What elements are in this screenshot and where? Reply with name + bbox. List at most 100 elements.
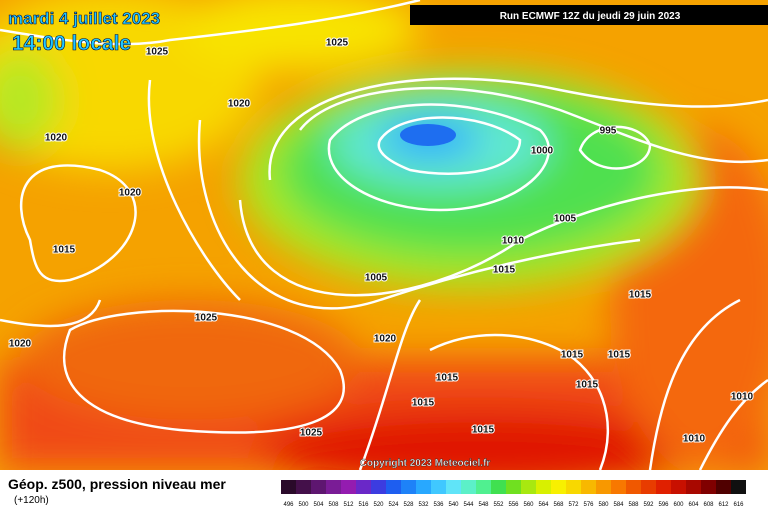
footer-subtitle: (+120h) <box>14 495 49 506</box>
map-field <box>0 0 768 490</box>
isobar-labels: 1025 1025 1020 1020 1020 1015 1025 1020 1020 1000… <box>8 37 755 446</box>
isobar-label: 1020 <box>374 334 397 345</box>
isobar-label: 1020 <box>9 339 32 350</box>
legend-label: 532 <box>418 502 429 508</box>
isobar-label: 1015 <box>561 350 584 361</box>
isobar-label: 1020 <box>119 188 142 199</box>
legend-swatch <box>731 480 746 494</box>
isobar-label: 1015 <box>576 380 599 391</box>
legend-label: 548 <box>478 502 489 508</box>
isobar-label: 1025 <box>300 428 323 439</box>
legend-label: 592 <box>643 502 654 508</box>
legend-swatch <box>476 480 491 494</box>
isobar-label: 1010 <box>683 434 706 445</box>
legend-label: 500 <box>298 502 309 508</box>
legend-swatch <box>581 480 596 494</box>
legend-swatch <box>416 480 431 494</box>
legend-swatch <box>326 480 341 494</box>
legend-swatch <box>641 480 656 494</box>
legend-swatch <box>626 480 641 494</box>
legend-swatch <box>386 480 401 494</box>
legend-label: 536 <box>433 502 444 508</box>
legend-label: 516 <box>358 502 369 508</box>
legend-swatch <box>566 480 581 494</box>
legend-label: 608 <box>703 502 714 508</box>
isobar-label: 1000 <box>531 146 554 157</box>
legend-swatch <box>551 480 566 494</box>
isobar-label: 1015 <box>493 265 516 276</box>
copyright: Copyright 2023 Meteociel.fr <box>360 458 491 469</box>
legend-label: 540 <box>448 502 459 508</box>
isobars <box>0 0 768 471</box>
legend-swatch <box>671 480 686 494</box>
legend-label: 496 <box>283 502 294 508</box>
footer-title: Géop. z500, pression niveau mer <box>8 476 226 492</box>
legend-label: 580 <box>598 502 609 508</box>
legend-label: 612 <box>718 502 729 508</box>
legend-label: 552 <box>493 502 504 508</box>
isobar-label: 995 <box>600 126 617 137</box>
isobar-label: 1015 <box>53 245 76 256</box>
legend-label: 596 <box>658 502 669 508</box>
isobar-label: 1015 <box>436 373 459 384</box>
time-title: 14:00 locale <box>12 32 131 55</box>
legend-label: 568 <box>553 502 564 508</box>
isobar-label: 1015 <box>629 290 652 301</box>
legend-swatch <box>446 480 461 494</box>
legend-label: 588 <box>628 502 639 508</box>
run-info: Run ECMWF 12Z du jeudi 29 juin 2023 <box>500 11 681 22</box>
legend-label: 576 <box>583 502 594 508</box>
legend-swatch <box>656 480 671 494</box>
legend-label: 524 <box>388 502 399 508</box>
legend-swatch <box>281 480 296 494</box>
isobar-label: 1005 <box>554 214 577 225</box>
legend-label: 604 <box>688 502 699 508</box>
color-legend: 496 500 504 508 512 516 520 524 528 532 536 540 544 5… <box>281 480 746 508</box>
legend-swatch <box>506 480 521 494</box>
legend-swatch <box>431 480 446 494</box>
legend-swatch <box>716 480 731 494</box>
isobar-label: 1010 <box>731 392 754 403</box>
legend-swatch <box>311 480 326 494</box>
legend-swatch <box>341 480 356 494</box>
legend-swatch <box>371 480 386 494</box>
legend-swatch <box>356 480 371 494</box>
legend-label: 572 <box>568 502 579 508</box>
isobar-label: 1005 <box>365 273 388 284</box>
legend-label: 512 <box>343 502 354 508</box>
legend-swatch <box>611 480 626 494</box>
isobar-label: 1025 <box>326 38 349 49</box>
legend-label: 520 <box>373 502 384 508</box>
isobar-label: 1015 <box>412 398 435 409</box>
legend-label: 600 <box>673 502 684 508</box>
legend-label: 564 <box>538 502 549 508</box>
legend-swatch <box>461 480 476 494</box>
legend-swatch <box>491 480 506 494</box>
legend-label: 528 <box>403 502 414 508</box>
isobar-label: 1010 <box>502 236 525 247</box>
legend-swatch <box>536 480 551 494</box>
legend-label: 616 <box>733 502 744 508</box>
legend-label: 560 <box>523 502 534 508</box>
legend-label: 544 <box>463 502 474 508</box>
legend-label: 504 <box>313 502 324 508</box>
legend-swatch <box>686 480 701 494</box>
isobar-label: 1020 <box>45 133 68 144</box>
isobar-label: 1025 <box>146 47 169 58</box>
isobar-label: 1025 <box>195 313 218 324</box>
isobar-label: 1015 <box>472 425 495 436</box>
isobar-label: 1020 <box>228 99 251 110</box>
legend-label: 584 <box>613 502 624 508</box>
legend-label: 508 <box>328 502 339 508</box>
legend-swatch <box>296 480 311 494</box>
legend-swatch <box>401 480 416 494</box>
legend-swatch <box>596 480 611 494</box>
legend-label: 556 <box>508 502 519 508</box>
date-title: mardi 4 juillet 2023 <box>8 9 160 28</box>
isobar-label: 1015 <box>608 350 631 361</box>
legend-swatch <box>701 480 716 494</box>
legend-swatch <box>521 480 536 494</box>
run-box <box>410 5 768 25</box>
